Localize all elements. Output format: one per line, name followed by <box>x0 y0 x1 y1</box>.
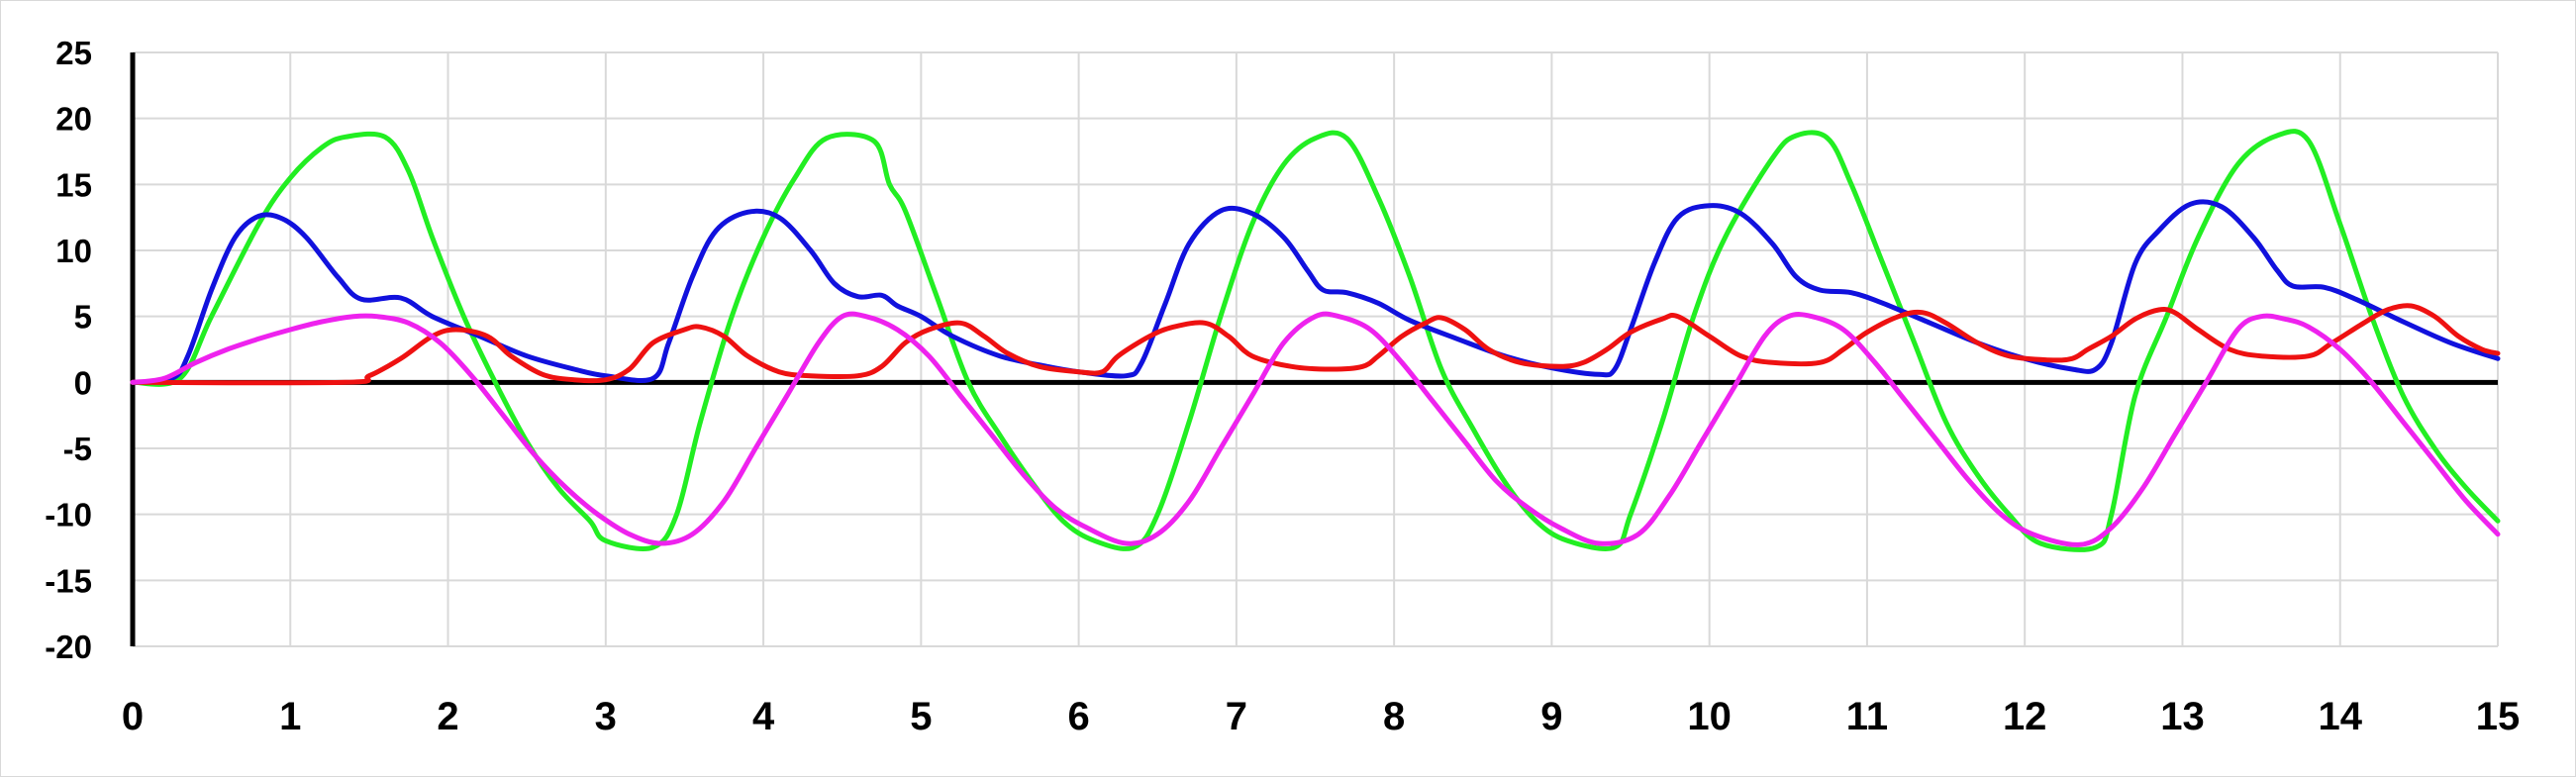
y-tick-label--10: -10 <box>45 497 92 534</box>
x-tick-label-4: 4 <box>752 695 775 738</box>
x-tick-label-9: 9 <box>1540 695 1562 738</box>
x-tick-label-10: 10 <box>1687 695 1732 738</box>
y-tick-label-10: 10 <box>55 233 92 269</box>
x-tick-labels: 0 1 2 3 4 5 6 7 8 9 10 11 12 13 14 15 <box>122 695 2520 738</box>
series-line-3 <box>130 303 2501 386</box>
x-tick-label-0: 0 <box>122 695 144 738</box>
x-tick-label-8: 8 <box>1383 695 1405 738</box>
y-tick-label-0: 0 <box>74 364 92 401</box>
gridlines <box>132 51 2499 647</box>
series-line-1 <box>130 129 2501 552</box>
series-layer <box>130 129 2501 552</box>
series-line-2 <box>130 199 2501 385</box>
x-tick-label-12: 12 <box>2003 695 2047 738</box>
y-tick-label--5: -5 <box>63 431 92 467</box>
x-tick-label-5: 5 <box>910 695 932 738</box>
x-tick-label-6: 6 <box>1067 695 1089 738</box>
x-tick-label-13: 13 <box>2160 695 2205 738</box>
y-tick-label--20: -20 <box>45 629 92 665</box>
x-tick-label-2: 2 <box>437 695 458 738</box>
x-tick-label-3: 3 <box>595 695 617 738</box>
y-tick-label--15: -15 <box>45 562 92 599</box>
x-tick-label-15: 15 <box>2476 695 2521 738</box>
series-line-4 <box>130 311 2501 547</box>
x-tick-label-7: 7 <box>1226 695 1247 738</box>
x-tick-label-1: 1 <box>279 695 301 738</box>
y-tick-label-15: 15 <box>55 166 92 203</box>
y-tick-label-25: 25 <box>55 35 92 71</box>
x-tick-label-11: 11 <box>1846 695 1888 738</box>
x-tick-label-14: 14 <box>2318 695 2362 738</box>
y-tick-label-5: 5 <box>74 299 92 336</box>
y-tick-labels: 25 20 15 10 5 0 -5 -10 -15 -20 <box>45 35 92 665</box>
y-tick-label-20: 20 <box>55 101 92 138</box>
